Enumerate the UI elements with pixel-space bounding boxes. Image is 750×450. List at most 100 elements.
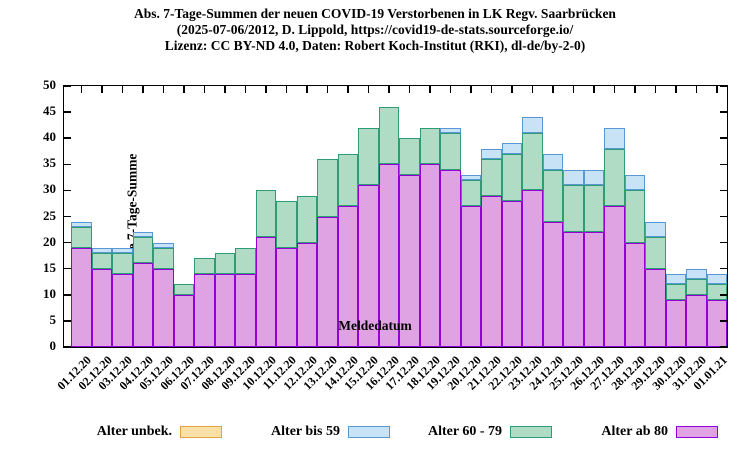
stacked-bar — [112, 247, 133, 347]
x-tick-mark — [429, 86, 431, 93]
bar-segment — [132, 232, 153, 238]
stacked-bar — [563, 169, 584, 347]
bar-segment — [399, 138, 420, 175]
x-tick-mark — [347, 86, 349, 93]
bar-segment — [686, 268, 707, 280]
x-tick-mark — [449, 86, 451, 93]
stacked-bar — [481, 148, 502, 347]
stacked-bar — [132, 232, 153, 347]
bar-segment — [481, 159, 502, 196]
legend-swatch — [348, 426, 390, 438]
stacked-bar — [624, 174, 645, 347]
y-tick-mark — [720, 267, 727, 270]
bar-segment — [501, 200, 522, 347]
y-tick-mark — [64, 85, 71, 87]
bar-segment — [194, 258, 215, 274]
legend-swatch — [676, 426, 718, 438]
bar-segment — [255, 190, 276, 238]
bar-segment — [173, 294, 194, 347]
bar-segment — [522, 190, 543, 347]
bar-segment — [542, 153, 563, 170]
x-tick-mark — [552, 86, 554, 93]
legend-label: Alter unbek. — [96, 424, 172, 439]
bar-segment — [214, 273, 235, 347]
bar-segment — [112, 247, 133, 254]
bar-segment — [706, 273, 727, 285]
bar-segment — [460, 206, 481, 347]
bar-segment — [604, 206, 625, 347]
x-tick-mark — [572, 86, 574, 93]
bar-segment — [440, 169, 461, 347]
bar-segment — [91, 268, 112, 347]
bar-segment — [583, 169, 604, 186]
y-tick-label: 40 — [43, 129, 56, 145]
bar-segment — [665, 284, 686, 301]
bar-segment — [583, 185, 604, 233]
stacked-bar — [194, 258, 215, 347]
stacked-bar — [276, 200, 297, 347]
y-tick-mark — [64, 163, 71, 166]
y-tick-mark — [720, 111, 727, 113]
bar-segment — [337, 206, 358, 347]
bar-segment — [706, 284, 727, 301]
y-tick-mark — [64, 241, 71, 244]
bar-segment — [624, 242, 645, 347]
x-tick-mark — [367, 86, 369, 93]
y-tick-mark — [720, 346, 727, 348]
legend-entry: Alter ab 80 — [601, 424, 718, 440]
bar-segment — [645, 237, 666, 269]
y-tick-mark — [720, 320, 727, 322]
y-tick-mark — [720, 241, 727, 244]
bar-segment — [563, 185, 584, 233]
x-tick-mark — [306, 86, 308, 93]
y-tick-label: 5 — [49, 311, 57, 327]
legend-entry: Alter 60 - 79 — [428, 424, 552, 440]
bar-segment — [112, 273, 133, 347]
stacked-bar — [419, 127, 440, 347]
x-tick-mark — [511, 86, 513, 93]
bar-segment — [132, 263, 153, 347]
legend-swatch — [510, 426, 552, 438]
stacked-bar — [91, 247, 112, 347]
bar-segment — [153, 268, 174, 347]
y-tick-mark — [64, 111, 71, 113]
x-tick-mark — [326, 86, 328, 93]
stacked-bar — [706, 273, 727, 347]
bar-segment — [624, 190, 645, 243]
bar-segment — [501, 153, 522, 201]
bar-segment — [71, 221, 92, 227]
legend-label: Alter bis 59 — [271, 424, 340, 439]
bar-segment — [624, 174, 645, 191]
bar-segment — [686, 279, 707, 295]
bar-segment — [71, 247, 92, 347]
y-tick-mark — [64, 189, 71, 192]
bar-segment — [317, 159, 338, 217]
x-tick-mark — [675, 86, 677, 93]
y-tick-mark — [720, 85, 727, 87]
x-axis-title: Meldedatum — [338, 318, 412, 333]
bar-segment — [91, 247, 112, 254]
plot-area: Absolute 7-Tage-Summe — [63, 85, 728, 348]
bar-segment — [235, 273, 256, 347]
x-tick-mark — [183, 86, 185, 93]
chart-title-line3: Lizenz: CC BY-ND 4.0, Daten: Robert Koch… — [164, 38, 586, 53]
stacked-bar — [665, 273, 686, 347]
stacked-bar — [358, 127, 379, 347]
bar-segment — [378, 106, 399, 165]
legend-entry: Alter unbek. — [97, 424, 222, 440]
bar-segment — [419, 127, 440, 165]
bar-segment — [542, 169, 563, 222]
stacked-bar — [255, 190, 276, 347]
bar-segment — [563, 232, 584, 347]
bar-segment — [706, 300, 727, 347]
bar-segment — [296, 242, 317, 347]
y-tick-mark — [720, 163, 727, 166]
y-tick-mark — [64, 267, 71, 270]
chart-title-line2: (2025-07-06/2012, D. Lippold, https://co… — [176, 22, 574, 37]
bar-segment — [399, 174, 420, 347]
x-tick-mark — [142, 86, 144, 93]
bar-segment — [276, 247, 297, 347]
x-tick-mark — [613, 86, 615, 93]
x-tick-mark — [716, 86, 718, 93]
bar-segment — [153, 247, 174, 269]
